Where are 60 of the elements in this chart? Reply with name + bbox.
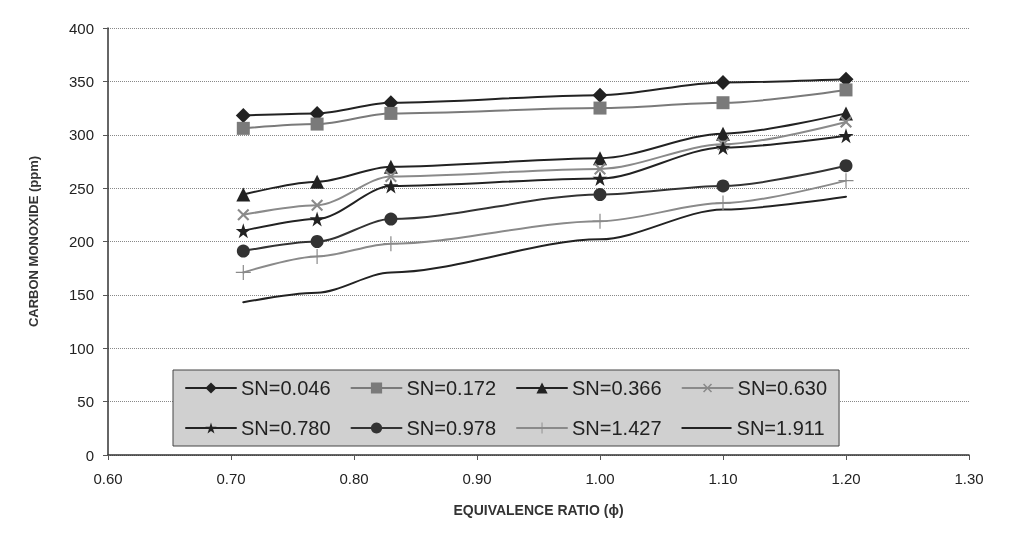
point [384, 106, 398, 120]
x-tick-label: 1.10 [708, 470, 738, 487]
point [715, 74, 731, 90]
point [592, 87, 608, 103]
point [592, 171, 608, 187]
point [383, 178, 399, 194]
point [384, 212, 398, 226]
y-axis-title: CARBON MONOXIDE (ppm) [26, 155, 41, 328]
point [839, 115, 853, 128]
legend-label: SN=0.630 [737, 377, 828, 399]
y-tick-label: 400 [68, 19, 94, 37]
point [716, 179, 730, 193]
point [839, 83, 853, 97]
legend-label: SN=0.978 [406, 417, 497, 439]
point [235, 108, 251, 124]
legend-label: SN=0.366 [572, 377, 662, 399]
point [593, 151, 607, 166]
x-tick-label: 1.30 [954, 470, 984, 487]
point [236, 187, 251, 202]
point [715, 140, 731, 156]
x-tick-label: 0.80 [339, 470, 369, 487]
point [715, 195, 731, 211]
point [593, 101, 607, 115]
legend-label: SN=0.780 [241, 417, 331, 439]
point [383, 236, 399, 252]
point [716, 96, 730, 110]
y-tick-label: 100 [68, 339, 94, 357]
point [236, 244, 250, 258]
legend-label: SN=1.911 [736, 417, 825, 439]
point [838, 173, 854, 189]
point [309, 211, 325, 227]
point [838, 128, 854, 144]
legend-label: SN=0.046 [241, 377, 331, 399]
legend-label: SN=1.427 [572, 417, 662, 439]
legend-label: SN=0.172 [406, 377, 497, 399]
line-series [242, 195, 847, 304]
point [311, 199, 324, 212]
point [593, 162, 607, 175]
y-tick-label: 50 [77, 393, 94, 411]
x-tick-label: 1.20 [831, 470, 861, 487]
y-tick-label: 200 [68, 233, 94, 250]
y-tick-label: 250 [68, 179, 94, 197]
point [384, 170, 397, 183]
point [839, 159, 853, 173]
y-tick-label: 300 [68, 126, 94, 144]
x-tick-label: 0.90 [462, 470, 492, 487]
point [236, 121, 250, 135]
x-tick-label: 0.60 [93, 470, 123, 487]
point [593, 188, 607, 202]
x-tick-label: 1.00 [585, 470, 615, 487]
point [310, 235, 324, 248]
point [235, 223, 251, 239]
point [310, 117, 324, 131]
y-tick-label: 150 [68, 286, 94, 304]
point [310, 174, 325, 189]
y-tick-label: 350 [68, 72, 94, 90]
y-tick-label: 0 [85, 446, 94, 464]
x-tick-label: 0.70 [216, 470, 246, 487]
x-axis-title: EQUIVALENCE RATIO (ϕ) [453, 502, 624, 518]
point [592, 213, 608, 229]
